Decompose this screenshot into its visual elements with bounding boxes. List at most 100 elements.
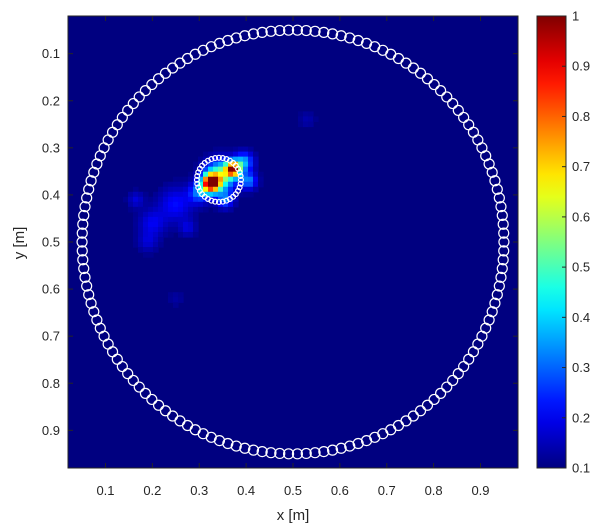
heatmap-cell [163,226,169,233]
heatmap-cell [218,181,224,188]
boundary-marker [212,155,219,162]
heatmap-cell [243,166,249,173]
boundary-marker [309,25,321,37]
heatmap-cell [218,206,224,213]
heatmap-cell [183,186,189,193]
heatmap-cell [143,231,149,238]
boundary-marker [407,62,419,74]
heatmap-cell [158,242,164,248]
heatmap-cell [298,116,304,123]
heatmap-cell [223,176,229,183]
boundary-marker [85,175,97,187]
heatmap-cell [153,196,159,203]
heatmap-cell [168,216,174,223]
heatmap-cell [173,297,179,303]
heatmap-cell [163,191,169,198]
heatmap-cell [193,196,199,203]
heatmap-cell [193,231,199,238]
heatmap-cell [228,206,234,213]
heatmap-cell [148,206,154,213]
heatmap-cell [148,231,154,238]
heatmap-cell [208,191,214,198]
heatmap-cell [158,206,164,213]
heatmap-cell [178,206,184,213]
boundary-marker [133,381,145,393]
boundary-marker [256,446,268,458]
heatmap-cell [173,176,179,183]
heatmap-cell [173,302,179,308]
heatmap-cell [228,196,234,203]
heatmap-cell [173,196,179,203]
boundary-marker [139,387,152,399]
heatmap-cell [173,181,179,188]
colorbar-tick-label: 0.1 [572,461,590,476]
colorbar-tick-label: 0.2 [572,410,590,425]
plot-area [67,15,519,469]
heatmap-cell [243,191,249,198]
heatmap-cell [178,226,184,233]
heatmap-cell [198,171,204,178]
heatmap-cell [183,216,189,223]
boundary-marker [335,442,347,454]
heatmap-cell [223,191,229,198]
heatmap-cell [243,156,249,163]
heatmap-cell [233,151,239,158]
heatmap-cell [198,206,204,213]
heatmap-cell [178,201,184,208]
heatmap-cell [198,156,204,163]
x-tick-label: 0.9 [471,483,489,498]
boundary-marker [83,183,95,195]
boundary-marker [498,227,510,239]
heatmap-cell [248,151,254,158]
heatmap-cell [163,231,169,238]
heatmap-cell [253,156,259,163]
heatmap-cell [178,216,184,223]
heatmap-cell [233,171,239,178]
colorbar-tick-label: 1 [572,9,579,24]
boundary-marker [497,218,509,230]
boundary-marker [452,368,464,380]
heatmap-cell [128,196,134,203]
heatmap-cell [213,191,219,198]
heatmap-cell [308,121,314,128]
heatmap-cell [183,201,189,208]
boundary-marker [81,192,93,204]
heatmap-cell [183,196,189,203]
heatmap-cell [153,201,159,208]
heatmap-cell [218,161,224,168]
heatmap-cell [213,206,219,213]
heatmap-cell [143,206,149,213]
heatmap-cell [178,191,184,198]
boundary-marker [318,446,330,458]
heatmap-cell [163,211,169,218]
heatmap-cell [158,201,164,208]
heatmap-cell [143,191,149,198]
x-tick-label: 0.4 [237,483,255,498]
heatmap-cell [128,206,134,213]
heatmap-cell [138,216,144,223]
heatmap-cell [153,236,159,243]
heatmap-cell [148,247,154,253]
heatmap-cell [178,186,184,193]
heatmap-cell [208,166,214,173]
heatmap-cell [178,221,184,228]
heatmap-cell [193,201,199,208]
heatmap-cell [208,171,214,178]
heatmap-cell [133,231,139,238]
boundary-marker [344,440,356,452]
boundary-marker [282,24,295,36]
heatmap-cell [198,161,204,168]
heatmap-cell [178,292,184,298]
heatmap-cell [248,176,254,183]
boundary-marker [159,67,172,79]
heatmap-cell [233,176,239,183]
heatmap-cell [133,216,139,223]
heatmap-cell [143,201,149,208]
heatmap-cell [198,191,204,198]
heatmap-cell [138,206,144,213]
heatmap-cell [148,196,154,203]
heatmap-cell [173,221,179,228]
heatmap-cell [208,161,214,168]
heatmap-cell [168,186,174,193]
heatmap-cell [253,151,259,158]
